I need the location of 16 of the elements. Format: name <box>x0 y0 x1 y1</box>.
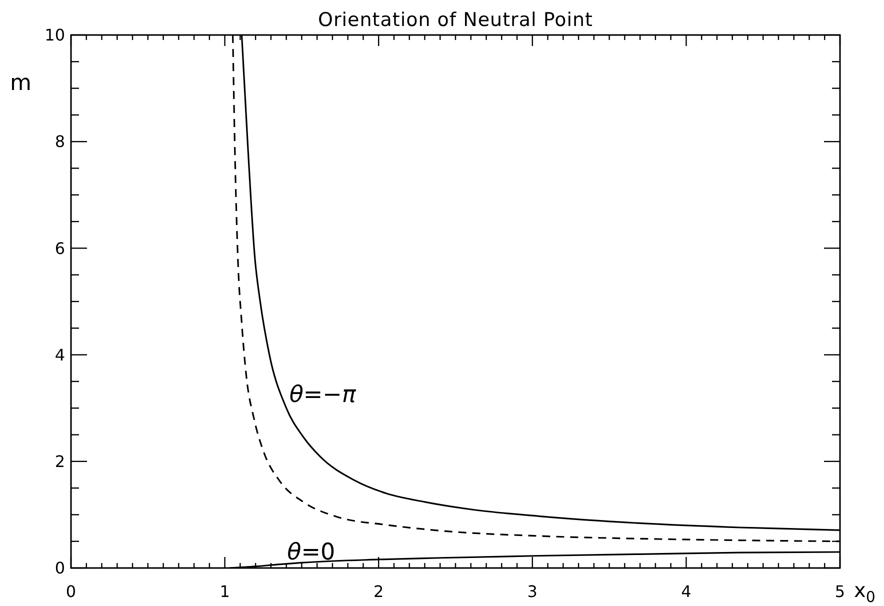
x-tick-label: 2 <box>374 582 384 601</box>
x-tick-label: 3 <box>527 582 538 601</box>
x-tick-label: 4 <box>681 582 692 601</box>
series-label: θ=0 <box>287 539 336 566</box>
x-axis-title: x$_{0}$ <box>854 578 876 606</box>
y-tick-label: 6 <box>54 238 65 258</box>
y-tick-label: 8 <box>54 132 65 152</box>
y-tick-label: 2 <box>54 452 65 471</box>
x-tick-label: 5 <box>834 582 846 601</box>
y-tick-label: 10 <box>44 26 65 45</box>
series-label: θ=−π <box>289 382 357 408</box>
y-tick-label: 4 <box>54 345 65 364</box>
x-tick-label: 1 <box>220 582 230 601</box>
y-axis-title: m <box>10 71 32 96</box>
y-tick-label: 0 <box>54 558 65 578</box>
chart-title: Orientation of Neutral Point <box>318 9 593 31</box>
